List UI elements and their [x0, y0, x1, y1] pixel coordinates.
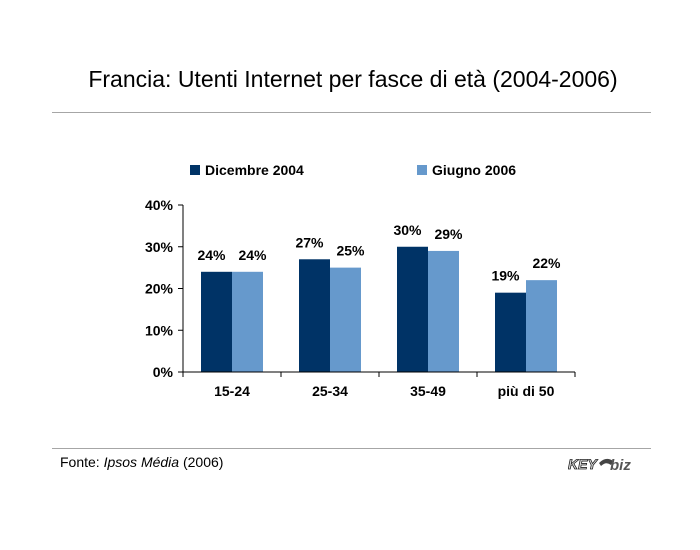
logo-swoosh-icon	[599, 458, 613, 466]
x-tick-label: più di 50	[498, 383, 555, 399]
bars-group	[201, 246, 557, 372]
source-name: Ipsos Média	[103, 454, 180, 470]
footer-divider	[52, 448, 651, 449]
title-divider	[52, 112, 651, 113]
data-label: 27%	[295, 234, 324, 250]
keybiz-logo: KEY biz	[568, 456, 631, 474]
y-tick-label: 30%	[145, 239, 174, 255]
legend-item-giugno-2006: Giugno 2006	[417, 161, 516, 179]
legend-label-giugno-2006: Giugno 2006	[432, 162, 517, 178]
data-label: 30%	[393, 222, 422, 238]
bar	[428, 250, 459, 372]
legend-item-dicembre-2004: Dicembre 2004	[190, 161, 304, 179]
value-labels-group: 24% 27% 30% 19% 24% 25% 29% 22%	[197, 222, 561, 284]
y-tick-label: 40%	[145, 197, 174, 213]
data-label: 22%	[532, 255, 561, 271]
data-label: 19%	[491, 268, 520, 284]
legend-swatch-giugno-2006	[417, 165, 427, 175]
data-label: 24%	[197, 247, 226, 263]
y-tick-label: 20%	[145, 281, 174, 297]
logo-biz-text: biz	[610, 457, 631, 474]
x-ticks-group: 15-24 25-34 35-49 più di 50	[182, 372, 576, 399]
y-ticks-group: 0% 10% 20% 30% 40%	[145, 197, 183, 380]
bar	[526, 280, 557, 372]
source-suffix: (2006)	[179, 454, 224, 470]
logo-key-text: KEY	[568, 456, 598, 472]
x-tick-label: 25-34	[312, 383, 348, 399]
source-note: Fonte: Ipsos Média (2006)	[60, 454, 223, 470]
bar	[299, 259, 330, 372]
bar	[232, 271, 263, 372]
legend-label-dicembre-2004: Dicembre 2004	[205, 162, 304, 178]
data-label: 29%	[434, 226, 463, 242]
data-label: 25%	[336, 243, 365, 259]
bar	[330, 267, 361, 372]
bar	[397, 246, 428, 372]
data-label: 24%	[238, 247, 267, 263]
source-prefix: Fonte:	[60, 454, 104, 470]
y-tick-label: 10%	[145, 322, 174, 338]
bar	[201, 271, 232, 372]
bar	[495, 292, 526, 372]
y-tick-label: 0%	[153, 364, 174, 380]
x-tick-label: 15-24	[214, 383, 250, 399]
legend-swatch-dicembre-2004	[190, 165, 200, 175]
chart-title: Francia: Utenti Internet per fasce di et…	[88, 66, 618, 92]
x-tick-label: 35-49	[410, 383, 446, 399]
